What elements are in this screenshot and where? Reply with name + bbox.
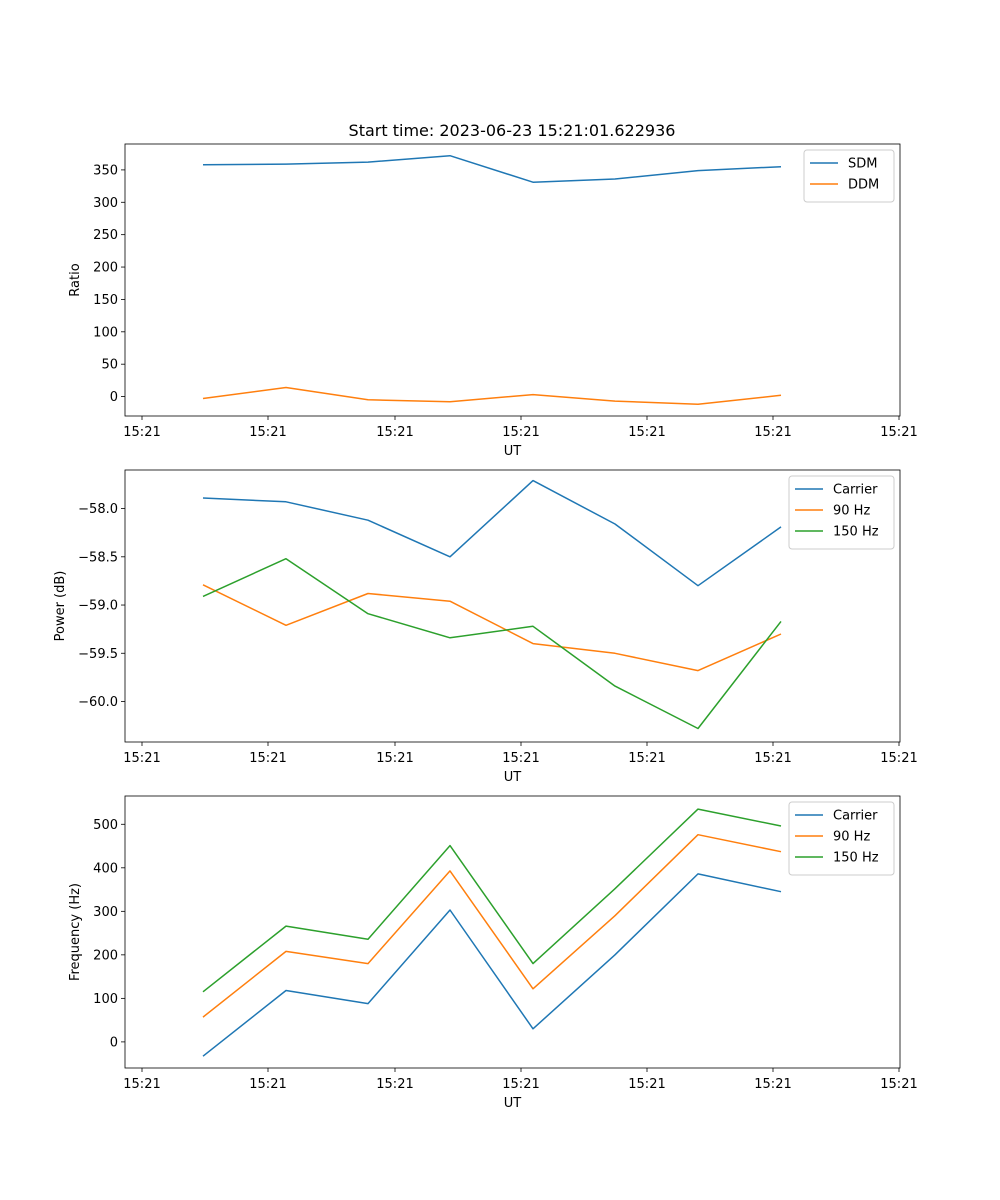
y-tick-label: −60.0 [78, 695, 118, 710]
legend-label: 90 Hz [833, 504, 870, 519]
legend: Carrier 90 Hz 150 Hz [788, 475, 895, 550]
x-tick-label: 15:21 [502, 425, 539, 440]
x-tick-label: 15:21 [880, 1077, 917, 1092]
y-tick-label: 200 [93, 261, 118, 276]
x-tick-label: 15:21 [628, 425, 665, 440]
series-line-ddm [202, 386, 782, 406]
x-tick-label: 15:21 [754, 1077, 791, 1092]
legend-label: Carrier [833, 483, 878, 498]
y-tick-label: 50 [101, 358, 118, 373]
y-tick-label: 400 [93, 861, 118, 876]
y-tick-label: 100 [93, 992, 118, 1007]
series-line-carrier [202, 479, 782, 587]
y-tick-label: 200 [93, 948, 118, 963]
y-axis-label: Power (dB) [53, 571, 68, 642]
x-tick-label: 15:21 [376, 751, 413, 766]
series-line-sdm [202, 154, 782, 183]
legend-label: 150 Hz [833, 851, 879, 866]
x-tick-label: 15:21 [249, 1077, 286, 1092]
x-tick-label: 15:21 [754, 425, 791, 440]
x-tick-label: 15:21 [502, 751, 539, 766]
legend-label: SDM [848, 157, 877, 172]
legend-label: Carrier [833, 809, 878, 824]
x-tick-label: 15:21 [249, 751, 286, 766]
x-axis-label: UT [504, 444, 522, 459]
x-tick-label: 15:21 [123, 425, 160, 440]
legend: SDM DDM [803, 149, 895, 203]
legend: Carrier 90 Hz 150 Hz [788, 801, 895, 876]
axes-frame [124, 143, 901, 417]
chart-panel-3: 15:21 15:21 15:21 15:21 15:21 15:21 15:21 0 100 2… [68, 795, 918, 1111]
x-tick-label: 15:21 [880, 425, 917, 440]
x-tick-label: 15:21 [628, 1077, 665, 1092]
x-tick-label: 15:21 [376, 425, 413, 440]
x-tick-label: 15:21 [502, 1077, 539, 1092]
x-tick-label: 15:21 [754, 751, 791, 766]
y-tick-label: −59.5 [78, 647, 118, 662]
series-line-150-hz [202, 557, 782, 730]
figure-title: Start time: 2023-06-23 15:21:01.622936 [349, 121, 676, 140]
series-line-150-hz [202, 808, 782, 993]
x-tick-label: 15:21 [880, 751, 917, 766]
y-tick-label: −59.0 [78, 599, 118, 614]
y-tick-label: 350 [93, 163, 118, 178]
y-tick-label: 300 [93, 905, 118, 920]
x-tick-label: 15:21 [628, 751, 665, 766]
x-tick-label: 15:21 [123, 1077, 160, 1092]
y-tick-label: 500 [93, 818, 118, 833]
x-axis-label: UT [504, 770, 522, 785]
x-tick-label: 15:21 [249, 425, 286, 440]
series-line-90-hz [202, 584, 782, 672]
legend-label: 90 Hz [833, 830, 870, 845]
y-tick-label: 250 [93, 228, 118, 243]
y-tick-label: 150 [93, 293, 118, 308]
y-tick-label: −58.0 [78, 502, 118, 517]
series-line-90-hz [202, 833, 782, 1018]
y-axis-label: Ratio [68, 263, 83, 296]
y-tick-label: 0 [110, 1035, 118, 1050]
axes-frame [124, 469, 901, 743]
x-tick-label: 15:21 [123, 751, 160, 766]
y-tick-label: 0 [110, 390, 118, 405]
y-tick-label: −58.5 [78, 550, 118, 565]
y-tick-label: 300 [93, 196, 118, 211]
axes-frame [124, 795, 901, 1069]
chart-panel-2: 15:21 15:21 15:21 15:21 15:21 15:21 15:21 −58.0… [53, 469, 918, 785]
series-line-carrier [202, 873, 782, 1057]
x-axis-label: UT [504, 1096, 522, 1111]
y-tick-label: 100 [93, 325, 118, 340]
legend-label: DDM [848, 178, 879, 193]
chart-panel-1: 15:21 15:21 15:21 15:21 15:21 15:21 15:21 0 50 10… [68, 143, 918, 459]
legend-label: 150 Hz [833, 525, 879, 540]
y-axis-label: Frequency (Hz) [68, 883, 83, 981]
x-tick-label: 15:21 [376, 1077, 413, 1092]
